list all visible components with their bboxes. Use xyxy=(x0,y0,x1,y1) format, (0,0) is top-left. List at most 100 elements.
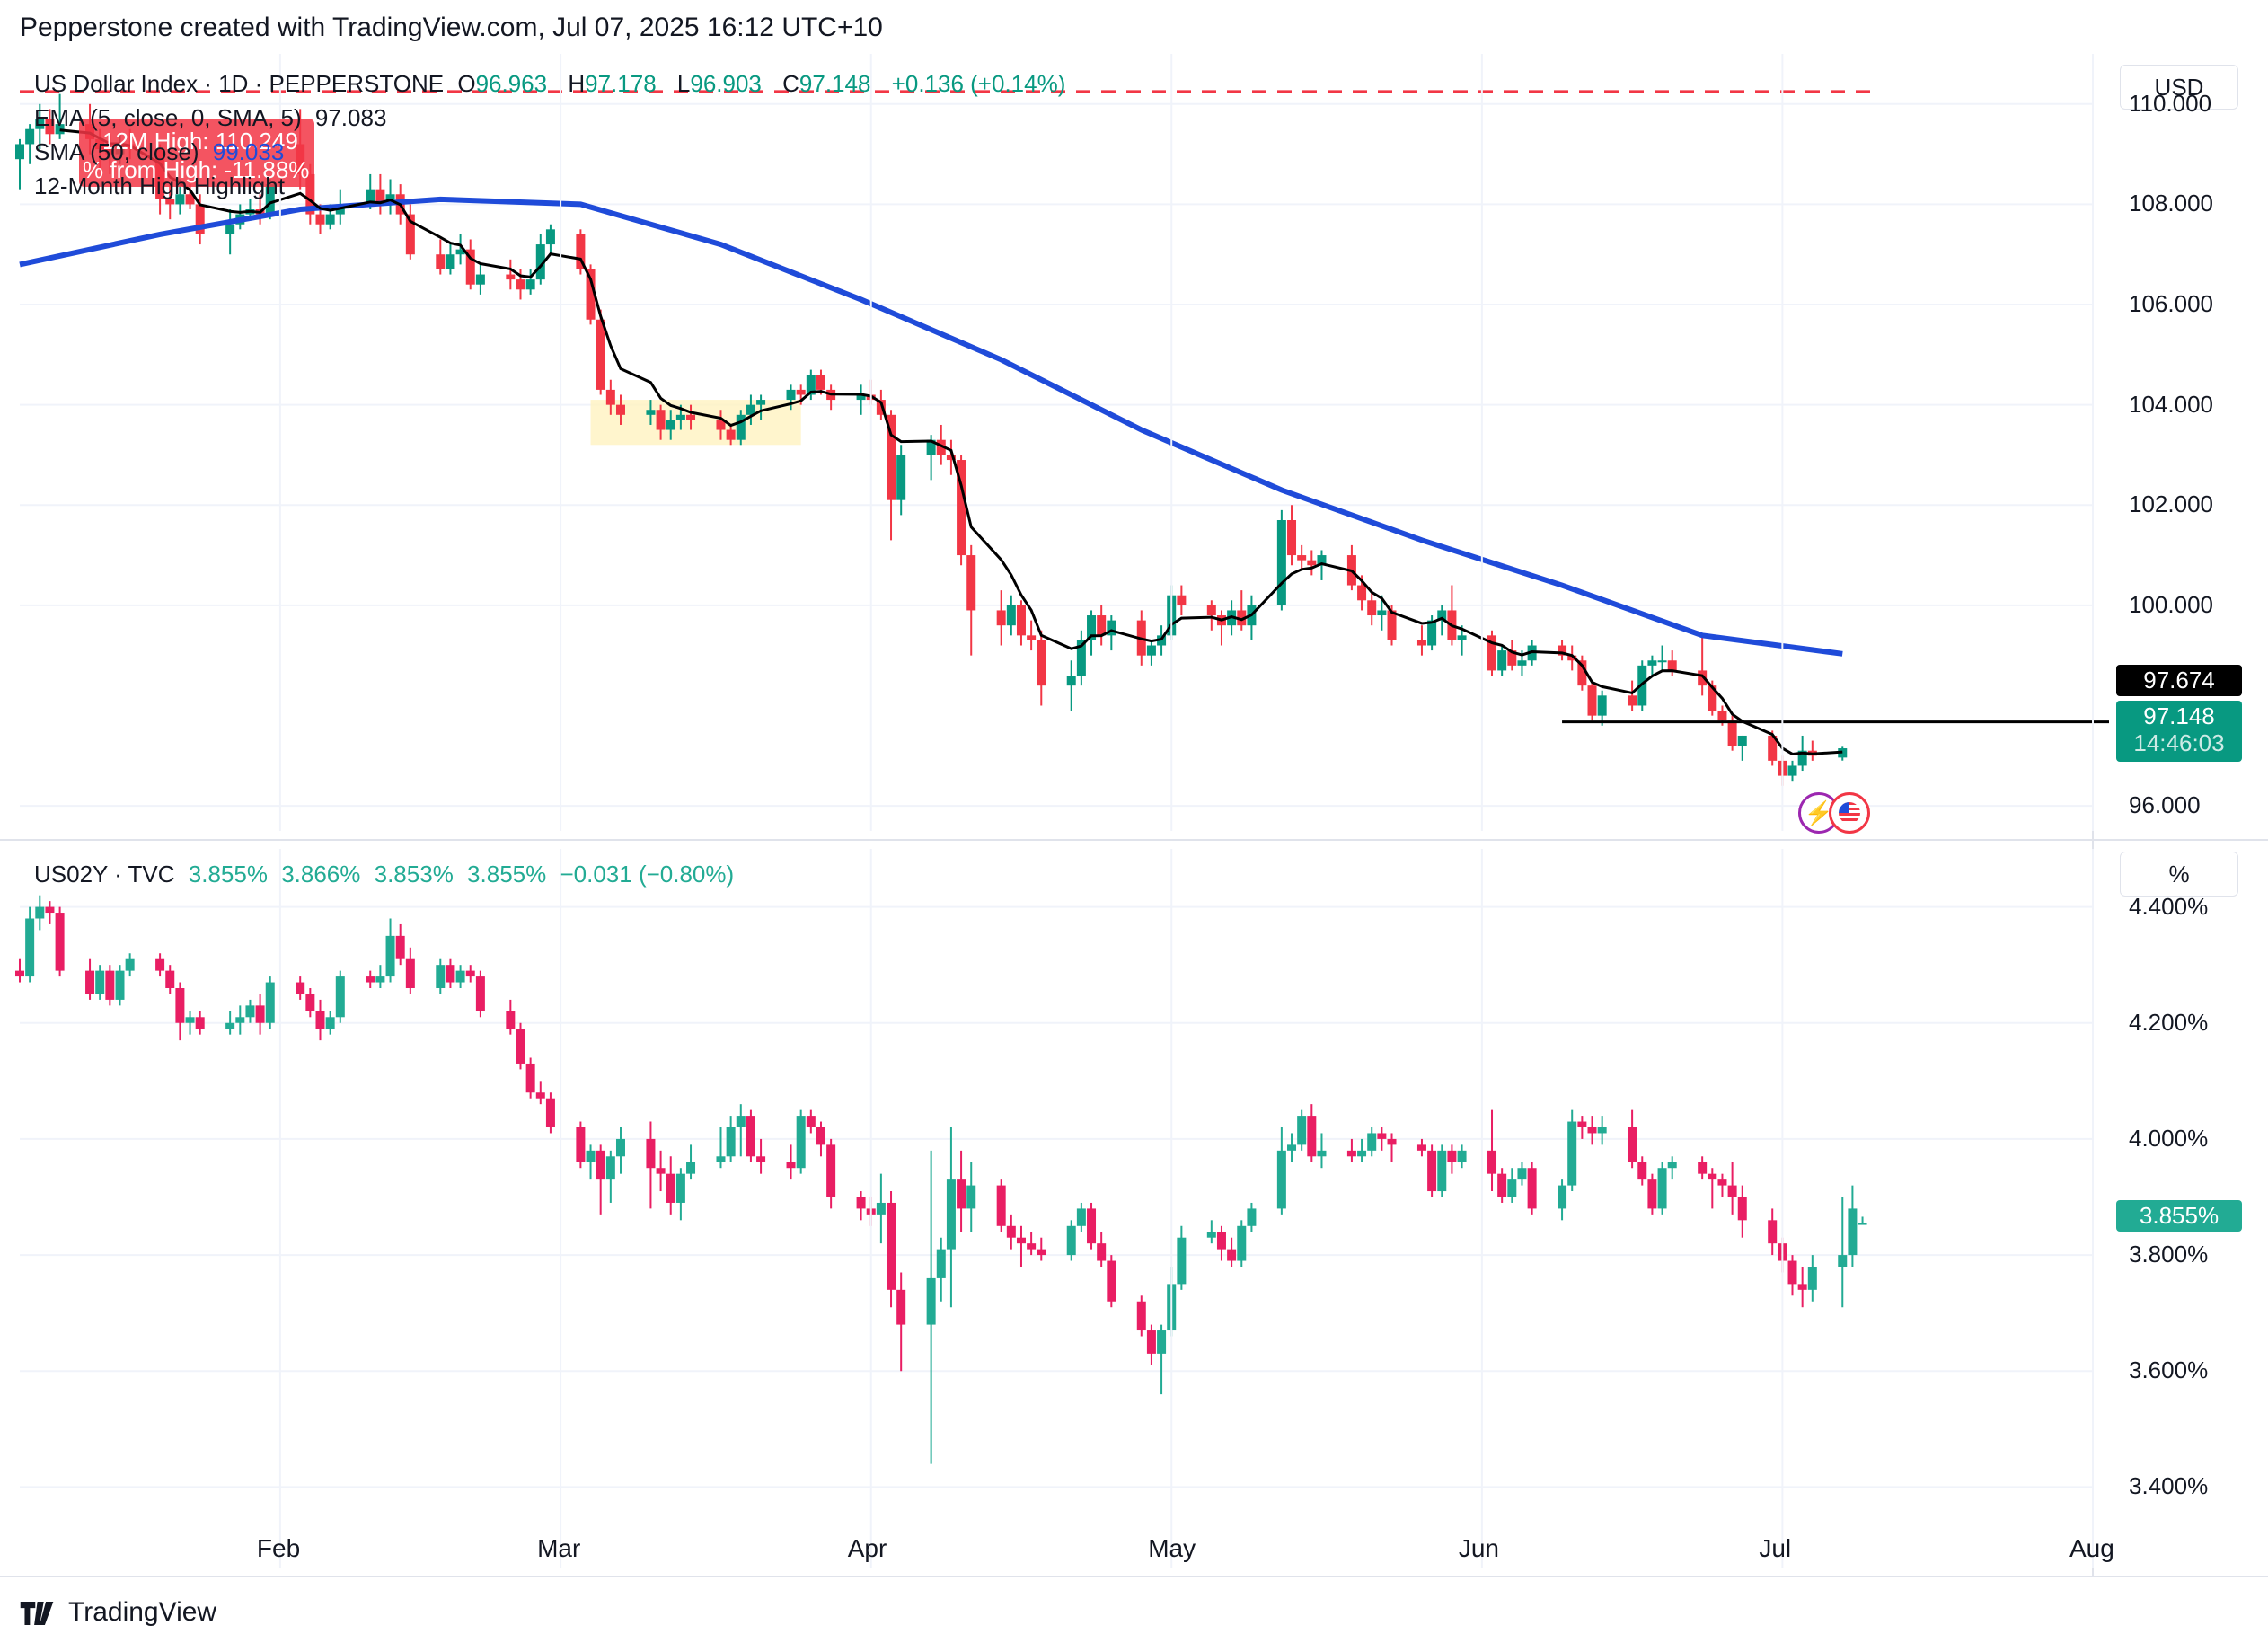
us02y-candle-body xyxy=(1317,1150,1327,1157)
us02y-candle-body xyxy=(1577,1121,1587,1127)
us02y-candle-body xyxy=(1567,1121,1577,1186)
us02y-candle-body xyxy=(1237,1225,1247,1261)
brand-text: TradingView xyxy=(68,1597,217,1627)
dxy-candle-body xyxy=(1177,595,1187,605)
us02y-candle-body xyxy=(35,906,45,919)
dxy-candle-body xyxy=(1717,711,1727,721)
us02y-candle-body xyxy=(1297,1116,1307,1145)
dxy-candle-body xyxy=(225,224,235,234)
us02y-candle-body xyxy=(1146,1330,1156,1354)
highlight-zone xyxy=(590,400,801,446)
dxy-candle-body xyxy=(1667,660,1677,671)
dxy-candle-body xyxy=(1416,640,1426,646)
sma-value: 99.033 xyxy=(212,138,285,165)
us02y-candle-body xyxy=(545,1098,555,1127)
us02y-candle-body xyxy=(1006,1225,1016,1238)
dxy-candle-body xyxy=(806,375,816,395)
us02y-candle-body xyxy=(15,970,24,977)
ema-legend[interactable]: EMA (5, close, 0, SMA, 5) 97.083 xyxy=(34,104,393,132)
sma-legend[interactable]: SMA (50, close) 99.033 xyxy=(34,138,291,166)
us-flag-icon[interactable] xyxy=(1829,792,1870,834)
us02y-candle-body xyxy=(1597,1127,1607,1134)
dxy-candle-body xyxy=(175,194,185,205)
us02y-candle-body xyxy=(385,935,395,977)
us02y-candle-body xyxy=(1097,1243,1107,1261)
dxy-candle-body xyxy=(816,375,825,390)
close-label: C xyxy=(782,70,799,97)
pane-borders xyxy=(0,54,2268,1577)
us02y-candle-body xyxy=(475,976,485,1011)
highlight-legend[interactable]: 12-Month High Highlight xyxy=(34,172,292,200)
currency-button[interactable]: USD xyxy=(2120,65,2238,110)
us02y-candle-body xyxy=(125,958,135,971)
open-value: 96.963 xyxy=(475,70,548,97)
dxy-candle-body xyxy=(1387,610,1397,640)
dxy-candle-body xyxy=(1768,735,1778,761)
us02y-candle-body xyxy=(55,913,65,971)
us02y-candle-body xyxy=(1507,1179,1517,1197)
us02y-candle-body xyxy=(265,982,275,1023)
dxy-candle-body xyxy=(716,420,726,430)
us02y-candle-body xyxy=(1016,1237,1026,1244)
ema-label: EMA (5, close, 0, SMA, 5) xyxy=(34,104,302,131)
dxy-candle-body xyxy=(946,455,956,461)
dxy-candle-body xyxy=(1698,670,1708,686)
us02y-candle-body xyxy=(596,1150,605,1180)
ema-value: 97.083 xyxy=(314,104,387,131)
dxy-candle-body xyxy=(55,124,65,135)
us02y-candle-body xyxy=(1076,1208,1086,1226)
dxy-candle-body xyxy=(1307,560,1317,566)
us02y-candles xyxy=(15,895,1867,1464)
us02y-candle-body xyxy=(1416,1144,1426,1151)
us02y-candle-body xyxy=(1177,1237,1187,1285)
dxy-candle-body xyxy=(1727,720,1737,746)
us02y-symbol[interactable]: US02Y · TVC xyxy=(34,861,175,888)
us02y-candle-body xyxy=(1107,1260,1116,1302)
yield-grid xyxy=(20,905,2093,1488)
us02y-candle-body xyxy=(45,906,55,914)
low-value: 96.903 xyxy=(690,70,762,97)
dxy-candle-body xyxy=(786,389,796,401)
dxy-candle-body xyxy=(1367,600,1377,616)
time-tick-label: May xyxy=(1148,1534,1196,1562)
dxy-symbol[interactable]: US Dollar Index · 1D · PEPPERSTONE xyxy=(34,70,445,97)
dxy-candle-body xyxy=(957,460,966,556)
us02y-candle-body xyxy=(1647,1179,1657,1209)
dxy-candle-body xyxy=(736,414,746,440)
us02y-candle-body xyxy=(155,958,165,971)
dxy-candle-body xyxy=(1377,610,1387,616)
us02y-candle-body xyxy=(225,1022,235,1029)
dxy-candle-body xyxy=(1427,620,1437,646)
us02y-candle-body xyxy=(1517,1168,1527,1180)
us02y-candle-body xyxy=(1287,1144,1297,1151)
dxy-candle-body xyxy=(315,214,325,225)
high-info-line1: 12M High: 110.249 xyxy=(102,128,298,155)
dxy-candle-body xyxy=(966,555,976,611)
us02y-candle-body xyxy=(1087,1208,1097,1244)
us02y-candle-body xyxy=(185,1017,195,1023)
us02y-candle-body xyxy=(1136,1301,1146,1331)
us02y-candle-body xyxy=(746,1116,755,1157)
unit-button[interactable]: % xyxy=(2120,852,2238,897)
dxy-candle-body xyxy=(1657,660,1667,663)
dxy-candle-body xyxy=(265,184,275,215)
yield-tick-label: 4.400% xyxy=(2129,892,2209,920)
sma50-line xyxy=(19,196,1843,657)
dxy-candle-body xyxy=(726,429,736,440)
us02y-candle-body xyxy=(455,970,465,983)
us02y-candle-body xyxy=(1066,1225,1076,1256)
dxy-candle-body xyxy=(1297,555,1307,561)
us02y-candle-body xyxy=(446,965,455,983)
us02y-candle-body xyxy=(796,1116,806,1169)
price-tick-label: 102.000 xyxy=(2129,490,2213,518)
us02y-candle-body xyxy=(1037,1249,1046,1256)
us02y-candle-body xyxy=(996,1185,1006,1226)
us02y-candle-body xyxy=(1247,1208,1257,1226)
us02y-candle-body xyxy=(115,970,125,1000)
us02y-change: −0.031 (−0.80%) xyxy=(560,861,735,888)
tradingview-brand[interactable]: TradingView xyxy=(20,1597,216,1628)
dxy-candle-body xyxy=(405,214,415,255)
us02y-candle-body xyxy=(1027,1243,1037,1250)
open-label: O xyxy=(457,70,476,97)
